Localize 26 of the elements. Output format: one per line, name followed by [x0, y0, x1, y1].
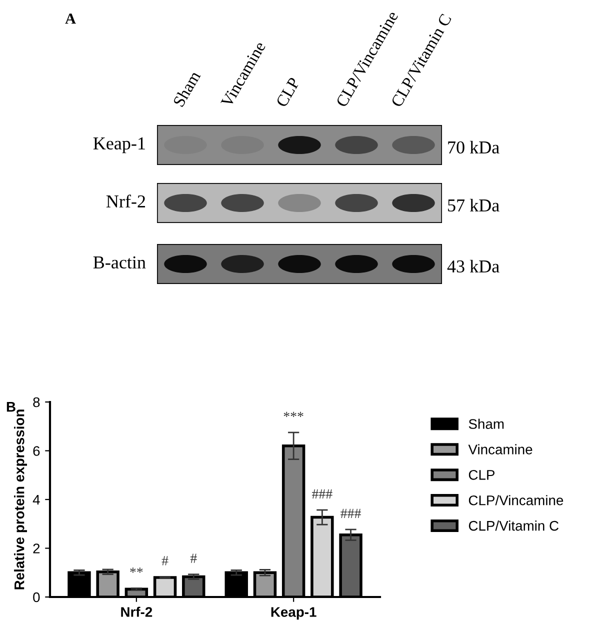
- annotation: ###: [312, 489, 332, 498]
- legend-label: CLP/Vitamin C: [468, 520, 559, 531]
- legend-label: Sham: [468, 418, 504, 429]
- legend-label: CLP/Vincamine: [468, 495, 564, 506]
- annotation: #: [162, 556, 168, 566]
- legend-label: CLP: [468, 470, 494, 480]
- annotation: ###: [340, 508, 361, 518]
- text: A: [65, 14, 76, 24]
- y-tick-label: 0: [33, 592, 40, 602]
- y-tick-label: 2: [33, 544, 40, 554]
- text: B: [6, 402, 16, 412]
- text: B-actin: [93, 256, 146, 269]
- y-tick-label: 8: [33, 397, 40, 408]
- legend-label: Vincamine: [468, 444, 532, 454]
- y-tick-label: 6: [33, 446, 40, 456]
- text: Nrf-2: [106, 194, 146, 208]
- text: 70 kDa: [448, 140, 500, 154]
- text: 43 kDa: [447, 260, 500, 273]
- annotation: #: [190, 554, 197, 563]
- text: CLP: [276, 76, 300, 108]
- annotation: **: [130, 568, 143, 573]
- annotation: ***: [284, 412, 304, 417]
- text: 57 kDa: [448, 198, 500, 212]
- y-tick-label: 4: [32, 494, 40, 505]
- y-axis-title: Relative protein expression: [14, 410, 27, 590]
- text: Keap-1: [93, 137, 145, 154]
